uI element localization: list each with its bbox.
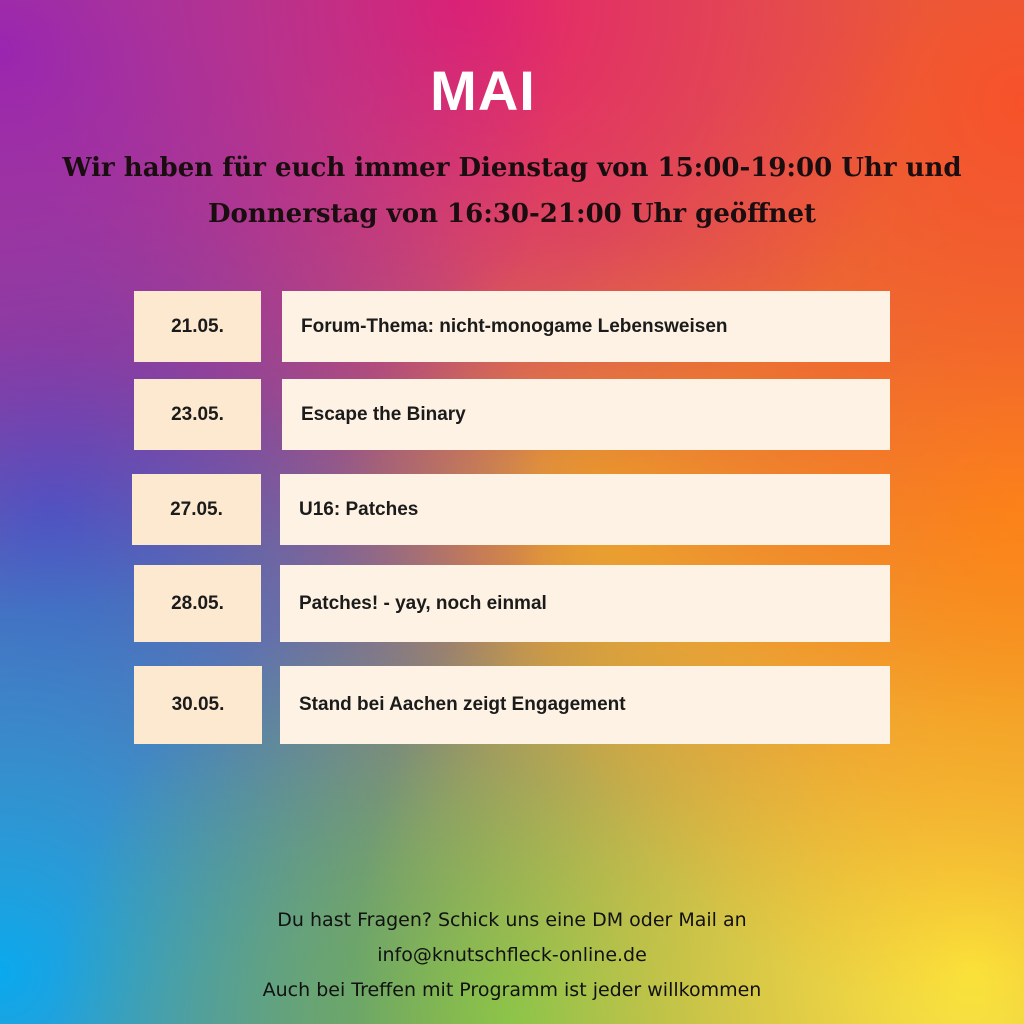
event-title: Escape the Binary	[282, 379, 890, 450]
opening-hours-line-2: Donnerstag von 16:30-21:00 Uhr geöffnet	[207, 199, 817, 229]
event-date: 23.05.	[134, 379, 261, 450]
opening-hours-line-1: Wir haben für euch immer Dienstag von 15…	[62, 153, 962, 183]
event-date: 30.05.	[134, 666, 262, 744]
event-title: Patches! - yay, noch einmal	[280, 565, 890, 642]
page-title: MAI	[430, 59, 536, 122]
welcome-text: Auch bei Treffen mit Programm ist jeder …	[262, 979, 762, 1001]
event-title: U16: Patches	[280, 474, 890, 545]
contact-email: info@knutschfleck-online.de	[377, 944, 647, 966]
event-date: 27.05.	[132, 474, 261, 545]
event-date: 28.05.	[134, 565, 261, 642]
event-title: Stand bei Aachen zeigt Engagement	[280, 666, 890, 744]
opening-hours: Wir haben für euch immer Dienstag von 15…	[0, 145, 1024, 237]
contact-text: Du hast Fragen? Schick uns eine DM oder …	[277, 909, 747, 931]
event-title: Forum-Thema: nicht-monogame Lebensweisen	[282, 291, 890, 362]
contact-footer: Du hast Fragen? Schick uns eine DM oder …	[0, 903, 1024, 1008]
event-date: 21.05.	[134, 291, 261, 362]
